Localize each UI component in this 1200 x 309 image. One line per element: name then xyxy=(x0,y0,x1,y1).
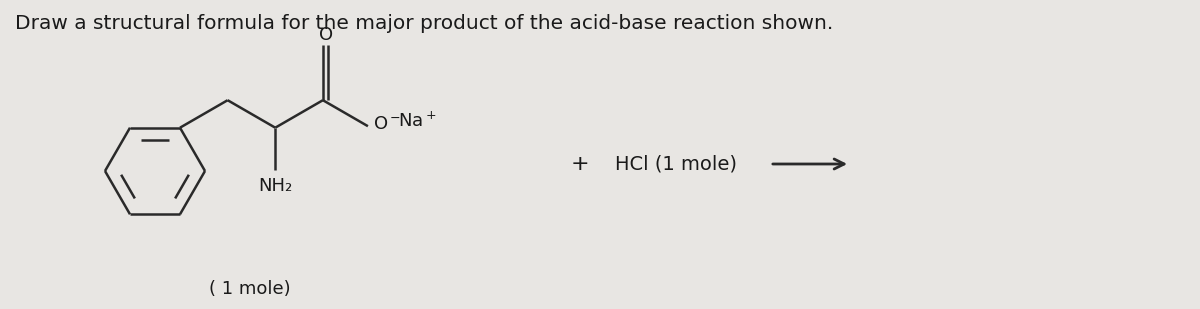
Text: Na$^+$: Na$^+$ xyxy=(398,112,437,131)
Text: NH₂: NH₂ xyxy=(258,177,293,195)
Text: O$^-$: O$^-$ xyxy=(373,115,401,133)
Text: HCl (1 mole): HCl (1 mole) xyxy=(616,154,737,173)
Text: ( 1 mole): ( 1 mole) xyxy=(209,280,290,298)
Text: Draw a structural formula for the major product of the acid-base reaction shown.: Draw a structural formula for the major … xyxy=(14,14,833,33)
Text: +: + xyxy=(571,154,589,174)
Text: O: O xyxy=(318,26,332,44)
